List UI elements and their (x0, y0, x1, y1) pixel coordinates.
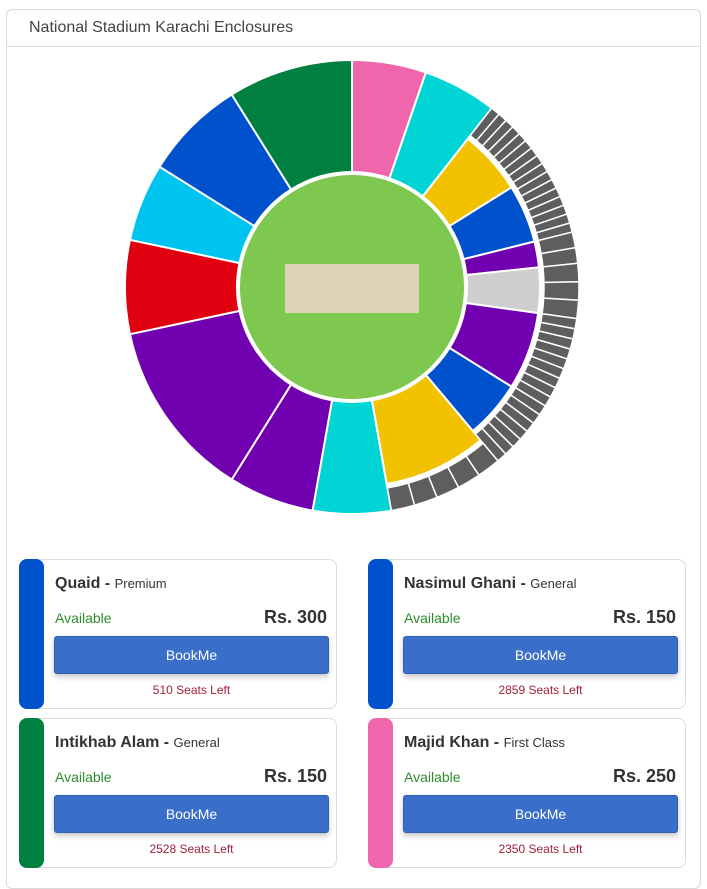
stadium-map (123, 58, 580, 515)
ticket-price: Rs. 150 (263, 766, 327, 786)
availability-status: Available (55, 610, 112, 626)
enclosure-category: Premium (114, 576, 167, 591)
enclosure-name: Intikhab Alam (55, 734, 160, 751)
cricket-pitch (285, 264, 419, 313)
availability-status: Available (404, 769, 461, 785)
enclosure-color-strip (368, 718, 393, 868)
availability-status: Available (55, 769, 112, 785)
ticket-price: Rs. 150 (612, 607, 676, 627)
enclosure-name: Nasimul Ghani (404, 575, 517, 592)
bookme-button[interactable]: BookMe (54, 795, 329, 833)
ticket-price: Rs. 250 (612, 766, 676, 786)
hospitality-box[interactable] (386, 482, 416, 512)
availability-status: Available (404, 610, 461, 626)
bookme-button[interactable]: BookMe (403, 636, 678, 674)
hospitality-box[interactable] (542, 280, 580, 301)
panel-title: National Stadium Karachi Enclosures (7, 10, 700, 47)
seats-left: 2528 Seats Left (149, 842, 234, 856)
enclosure-color-strip (368, 559, 393, 709)
enclosure-segment-green[interactable] (230, 58, 353, 191)
enclosure-title: Intikhab Alam - General (55, 734, 220, 751)
enclosure-color-strip (19, 559, 44, 709)
enclosure-title: Quaid - Premium (55, 575, 167, 592)
bookme-button[interactable]: BookMe (403, 795, 678, 833)
enclosure-card-quaid: Quaid - Premium Available Rs. 300 BookMe… (19, 559, 337, 709)
enclosure-card-intikhab-alam: Intikhab Alam - General Available Rs. 15… (19, 718, 337, 868)
enclosure-title: Majid Khan - First Class (404, 734, 565, 751)
enclosure-category: First Class (503, 735, 565, 750)
enclosure-segment-yellow-se[interactable] (370, 373, 482, 486)
hospitality-box[interactable] (542, 262, 580, 284)
enclosure-card-nasimul-ghani: Nasimul Ghani - General Available Rs. 15… (368, 559, 686, 709)
bookme-button[interactable]: BookMe (54, 636, 329, 674)
seats-left: 2859 Seats Left (498, 683, 583, 697)
seats-left: 2350 Seats Left (498, 842, 583, 856)
enclosure-name: Quaid (55, 575, 101, 592)
enclosure-name: Majid Khan (404, 734, 490, 751)
enclosure-category: General (173, 735, 220, 750)
enclosure-color-strip (19, 718, 44, 868)
enclosure-card-majid-khan: Majid Khan - First Class Available Rs. 2… (368, 718, 686, 868)
enclosure-title: Nasimul Ghani - General (404, 575, 577, 592)
seats-left: 510 Seats Left (152, 683, 231, 697)
enclosure-category: General (530, 576, 577, 591)
hospitality-box[interactable] (474, 427, 507, 462)
ticket-price: Rs. 300 (263, 607, 327, 627)
